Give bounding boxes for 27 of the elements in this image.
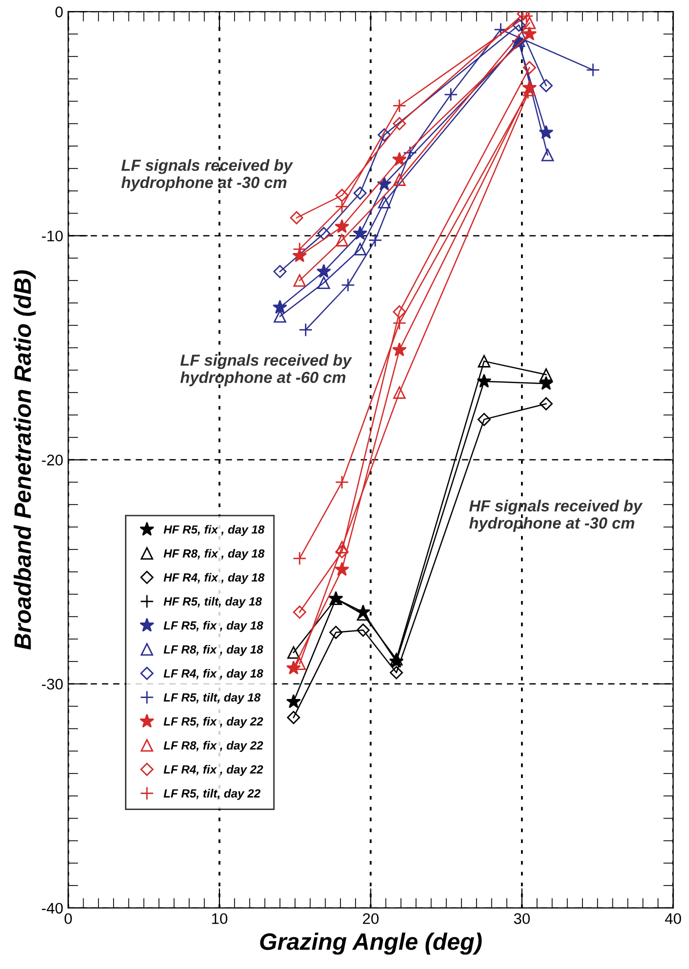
legend-label: HF R8, fix , day 18: [164, 548, 264, 560]
legend-label: LF R4, fix , day 22: [164, 764, 264, 776]
y-tick-label: 0: [55, 6, 63, 18]
x-tick-label: 40: [665, 913, 682, 924]
x-tick-label: 0: [64, 913, 72, 924]
legend-label: LF R5, fix , day 18: [164, 620, 264, 632]
legend-label: LF R5, tilt, day 22: [164, 788, 260, 800]
y-tick-label: -20: [42, 454, 63, 466]
x-tick-label: 30: [514, 913, 530, 924]
legend-label: HF R4, fix , day 18: [164, 572, 264, 584]
legend-label: LF R8, fix , day 22: [164, 740, 264, 752]
annotation: LF signals received by hydrophone at -60 cm: [180, 354, 352, 386]
legend-label: HF R5, tilt, day 18: [164, 596, 262, 608]
legend-label: LF R5, tilt, day 18: [164, 692, 261, 704]
y-axis-title: Broadband Penetration Ratio (dB): [14, 270, 36, 650]
legend-label: LF R5, fix , day 22: [164, 716, 264, 728]
y-tick-label: -10: [42, 230, 63, 242]
x-tick-label: 20: [362, 913, 379, 924]
y-tick-label: -30: [42, 678, 63, 690]
legend-label: LF R4, fix , day 18: [164, 668, 264, 680]
x-axis-title: Grazing Angle (deg): [260, 932, 482, 955]
x-tick-label: 10: [212, 913, 228, 924]
y-tick-label: -40: [42, 902, 63, 914]
legend-label: LF R8, fix , day 18: [164, 644, 264, 656]
legend-label: HF R5, fix , day 18: [164, 525, 264, 536]
annotation: HF signals received by hydrophone at -30 cm: [469, 500, 643, 532]
annotation: LF signals received by hydrophone at -30 cm: [121, 159, 294, 192]
